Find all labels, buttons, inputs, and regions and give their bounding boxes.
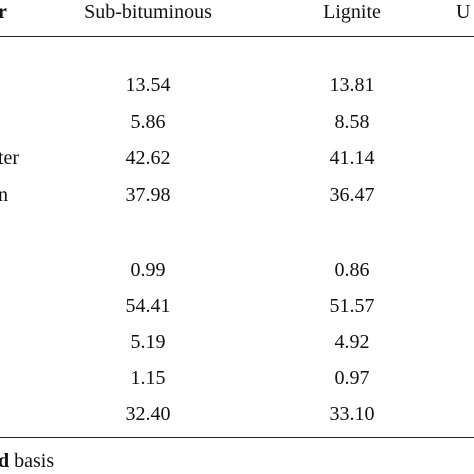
cell: 1.15 <box>130 367 166 389</box>
row-label: n <box>0 184 8 206</box>
cell: 0.97 <box>334 367 370 389</box>
footnote: d basis <box>0 451 54 471</box>
footnote-text: basis <box>14 450 55 472</box>
cell: 0.86 <box>334 259 370 281</box>
cell: 5.19 <box>130 331 166 353</box>
cell: 0.99 <box>130 259 166 281</box>
cell: 51.57 <box>329 295 375 317</box>
footnote-bold: d <box>0 450 10 472</box>
cell: 13.54 <box>125 74 171 96</box>
header-rule <box>0 36 474 37</box>
cell: 13.81 <box>329 74 375 96</box>
header-cell: Lignite <box>323 1 381 23</box>
footer-rule <box>0 437 474 438</box>
cell: 36.47 <box>329 184 375 206</box>
header-cell: U <box>456 1 471 23</box>
cell: 33.10 <box>329 403 375 425</box>
cell: 5.86 <box>130 111 166 133</box>
cell: 41.14 <box>329 147 375 169</box>
row-label: ter <box>0 147 20 169</box>
header-cell: Sub-bituminous <box>84 1 212 23</box>
cell: 42.62 <box>125 147 171 169</box>
header-cell: r <box>0 1 7 23</box>
cell: 32.40 <box>125 403 171 425</box>
cell: 37.98 <box>125 184 171 206</box>
cell: 4.92 <box>334 331 370 353</box>
cell: 54.41 <box>125 295 171 317</box>
cell: 8.58 <box>334 111 370 133</box>
